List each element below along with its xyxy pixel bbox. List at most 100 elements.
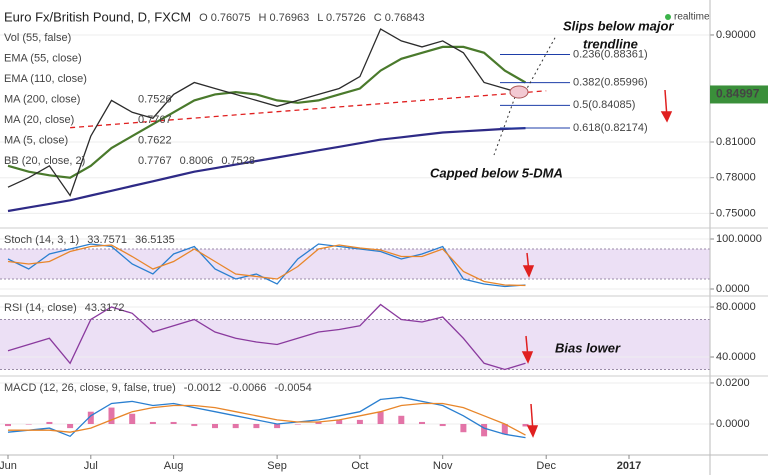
histogram-bar <box>129 413 136 425</box>
x-tick-label: Jun <box>0 460 17 472</box>
indicator-name: MA (5, close) <box>4 134 68 146</box>
indicator-readout: 36.5135 <box>135 234 175 246</box>
annotation: Capped below 5-DMA <box>430 165 563 180</box>
indicator-name: MA (200, close) <box>4 93 80 105</box>
indicator-value: 0.7767 <box>138 114 172 126</box>
fib-label: 0.5(0.84085) <box>573 99 635 111</box>
annotation: Slips below major <box>563 18 674 33</box>
histogram-bar <box>356 419 363 425</box>
indicator-readout: -0.0054 <box>274 382 311 394</box>
histogram-bar <box>232 424 239 429</box>
y-tick-label: 40.0000 <box>716 351 756 363</box>
series-line <box>7 303 526 371</box>
histogram-bar <box>25 424 32 425</box>
fib-label: 0.236(0.88361) <box>573 48 648 60</box>
y-tick-label: 0.90000 <box>716 29 756 41</box>
histogram-bar <box>377 411 384 425</box>
y-tick-label: 0.78000 <box>716 172 756 184</box>
ohlc-value: L 0.75726 <box>317 12 366 24</box>
histogram-bar <box>67 424 74 429</box>
histogram-bar <box>170 421 177 425</box>
plot-layer: 0.90000 0.81000 0.78000 0.75000 100.0000 0.00… <box>0 28 762 439</box>
histogram-bar <box>212 424 218 429</box>
annotation: Bias lower <box>555 340 621 355</box>
indicator-name: MA (20, close) <box>4 114 74 126</box>
price-tag-label: 0.84997 <box>716 87 760 101</box>
indicator-value: 0.7526 <box>138 93 172 105</box>
histogram-bar <box>5 424 11 427</box>
price-tag <box>710 85 768 104</box>
histogram-bar <box>253 424 260 429</box>
histogram-bar <box>108 407 115 425</box>
fib-label: 0.618(0.82174) <box>573 122 648 134</box>
indicator-label: MACD (12, 26, close, 9, false, true) <box>4 382 176 394</box>
histogram-bar <box>398 415 405 425</box>
y-tick-label: 0.75000 <box>716 207 756 219</box>
indicator-readout: 43.3172 <box>85 302 125 314</box>
indicator-name: Vol (55, false) <box>4 32 71 44</box>
ohlc-value: O 0.76075 <box>199 12 250 24</box>
series-line <box>7 127 526 213</box>
histogram-bar <box>149 421 156 425</box>
histogram-bar <box>274 424 281 429</box>
annotation: trendline <box>583 36 638 51</box>
indicator-readout: -0.0066 <box>229 382 266 394</box>
x-tick-label: Nov <box>433 460 453 472</box>
x-tick-label: Jul <box>84 460 98 472</box>
series-line <box>7 244 526 287</box>
series-line <box>7 45 527 179</box>
highlight <box>509 85 529 99</box>
ohlc-value: H 0.76963 <box>259 12 310 24</box>
y-tick-label: 0.0000 <box>716 418 750 430</box>
y-tick-label: 100.0000 <box>716 233 762 245</box>
histogram-bar <box>501 424 508 435</box>
indicator-value: 0.7767 <box>138 155 172 167</box>
x-tick-label: Oct <box>351 460 368 472</box>
histogram-bar <box>315 421 322 425</box>
y-tick-label: 80.0000 <box>716 301 756 313</box>
histogram-bar <box>481 424 488 437</box>
indicator-name: BB (20, close, 2) <box>4 155 85 167</box>
y-tick-label: 0.0200 <box>716 377 750 389</box>
histogram-bar <box>460 424 467 433</box>
x-tick-label: Aug <box>164 460 184 472</box>
series-line <box>7 396 526 439</box>
indicator-label: RSI (14, close) <box>4 302 77 314</box>
x-tick-label: Dec <box>536 460 556 472</box>
x-tick-label: Sep <box>267 460 287 472</box>
band <box>0 319 710 370</box>
y-tick-label: 0.81000 <box>716 136 756 148</box>
fib-label: 0.382(0.85996) <box>573 76 648 88</box>
histogram-bar <box>419 421 425 425</box>
series-line <box>7 28 526 197</box>
histogram-bar <box>294 424 301 425</box>
y-tick-label: 0.0000 <box>716 283 750 295</box>
series-line <box>70 90 547 129</box>
indicator-readout: 33.7571 <box>87 234 127 246</box>
realtime: realtime <box>674 12 710 23</box>
histogram-bar <box>46 421 53 425</box>
histogram-bar <box>439 424 446 427</box>
series-line <box>7 243 526 288</box>
histogram-bar <box>191 424 198 427</box>
ohlc-value: C 0.76843 <box>374 12 425 24</box>
band <box>0 249 710 279</box>
realtime-dot <box>665 14 671 20</box>
indicator-name: EMA (55, close) <box>4 52 82 64</box>
indicator-value: 0.8006 <box>180 155 214 167</box>
indicator-readout: -0.0012 <box>184 382 221 394</box>
x-tick-label: 2017 <box>617 460 641 472</box>
arrows <box>521 89 673 438</box>
series-line <box>8 402 526 436</box>
histogram-bar <box>522 424 529 427</box>
histogram-bar <box>87 411 94 425</box>
histogram-bar <box>336 419 343 425</box>
callout-lines <box>493 35 557 156</box>
indicator-label: Stoch (14, 3, 1) <box>4 234 79 246</box>
indicator-value: 0.7622 <box>138 134 172 146</box>
chart-title: Euro Fx/British Pound, D, FXCM <box>4 9 191 24</box>
indicator-value: 0.7528 <box>221 155 255 167</box>
indicator-name: EMA (110, close) <box>4 73 87 85</box>
